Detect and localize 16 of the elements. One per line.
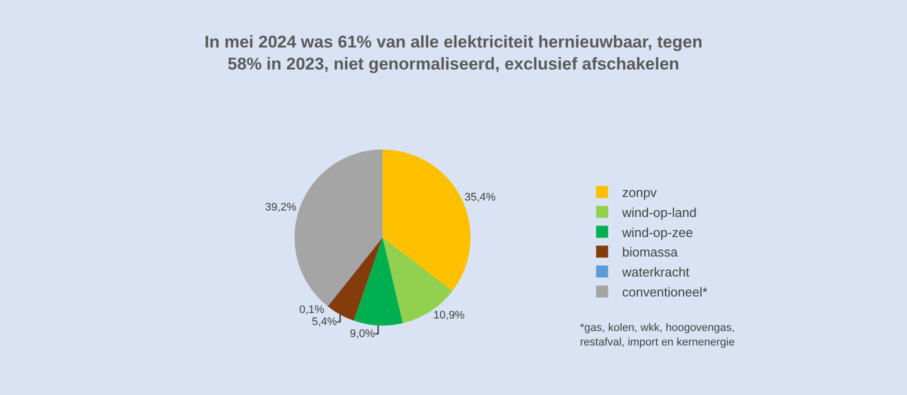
pie-slice [294,150,383,306]
pie-slice [354,238,403,326]
data-label: 0,1% [299,304,325,316]
data-label: 39,2% [265,202,297,214]
legend-label: zonpv [622,185,658,200]
data-label: 5,4% [312,316,338,328]
legend-label: wind-op-zee [621,224,693,240]
data-label: 9,0% [350,328,376,340]
data-label: 35,4% [464,191,496,204]
chart-title: In mei 2024 was 61% van alle elektriciteit hernieuwbaar, tegen 58% in 2023, niet genormaliseerd, exclusief afschakelen [204,32,702,74]
legend-label: biomassa [622,244,679,260]
data-label: 10,9% [433,310,465,322]
legend-label: wind-op-land [621,204,697,220]
text: *gas, kolen, wkk, hoogovengas, restafval, import en kernenergie [580,322,735,348]
legend-label: waterkracht [621,264,690,280]
legend-label: conventioneel* [622,284,708,300]
